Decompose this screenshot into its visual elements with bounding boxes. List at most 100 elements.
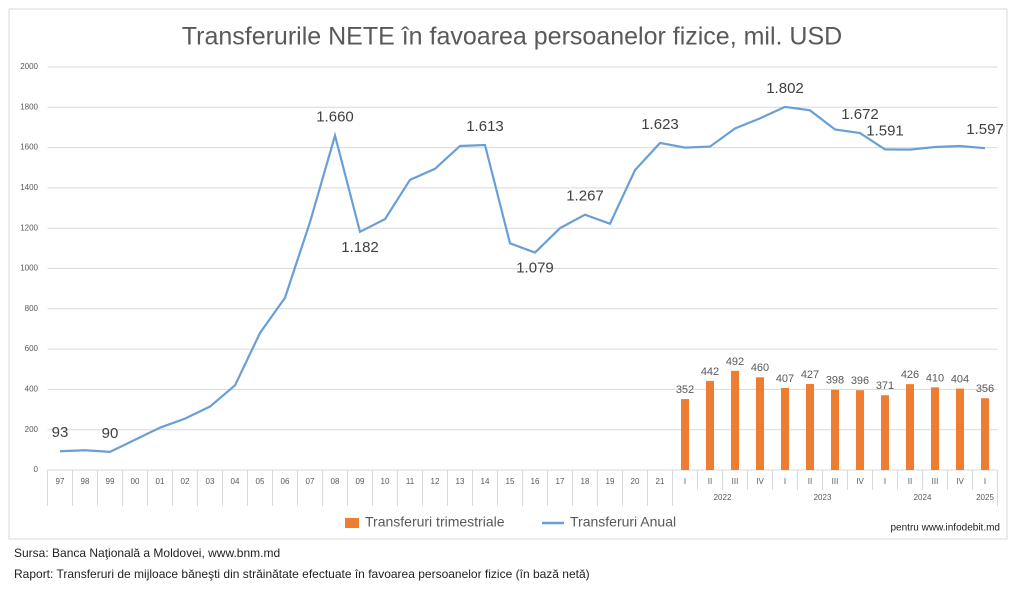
x-tick-label: IV [756, 477, 764, 486]
bar [981, 398, 989, 470]
legend-swatch [345, 518, 359, 528]
line-label: 1.672 [841, 106, 879, 123]
bar-label: 410 [926, 372, 944, 384]
x-tick-label: 07 [306, 477, 315, 486]
y-tick-label: 400 [25, 385, 39, 394]
x-group-label: 2022 [714, 493, 732, 502]
y-tick-label: 1600 [20, 143, 38, 152]
legend-label: Transferuri trimestriale [365, 514, 505, 530]
bar-label: 404 [951, 374, 969, 386]
x-tick-label: 18 [581, 477, 590, 486]
bar [731, 370, 739, 470]
x-tick-label: IV [856, 477, 864, 486]
line-label: 1.591 [866, 122, 904, 139]
line-label: 1.613 [466, 118, 504, 135]
bar-label: 396 [851, 375, 869, 387]
bar [956, 388, 964, 470]
bar [931, 387, 939, 470]
bar [756, 377, 764, 470]
legend-label: Transferuri Anual [570, 514, 676, 530]
footer-source: Sursa: Banca Naţională a Moldovei, www.b… [14, 546, 280, 560]
x-tick-label: 15 [506, 477, 515, 486]
x-tick-label: III [932, 477, 939, 486]
line-label: 93 [52, 424, 69, 441]
bar-label: 427 [801, 369, 819, 381]
bar [806, 383, 814, 470]
chart-title: Transferurile NETE în favoarea persoanel… [182, 23, 842, 51]
line-label: 1.079 [516, 260, 554, 277]
line-label: 1.623 [641, 116, 679, 133]
line-label: 1.660 [316, 108, 354, 125]
credit: pentru www.infodebit.md [890, 523, 1000, 534]
x-group-label: 2025 [976, 493, 994, 502]
bar [781, 387, 789, 470]
bar-label: 442 [701, 366, 719, 378]
x-tick-label: I [984, 477, 986, 486]
bar [856, 390, 864, 470]
x-tick-label: 21 [656, 477, 665, 486]
x-tick-label: 00 [131, 477, 140, 486]
x-tick-label: IV [956, 477, 964, 486]
y-tick-label: 800 [25, 304, 39, 313]
x-tick-label: I [784, 477, 786, 486]
x-tick-label: 06 [281, 477, 290, 486]
y-tick-label: 0 [34, 465, 39, 474]
x-tick-label: 14 [481, 477, 490, 486]
x-tick-label: 10 [381, 477, 390, 486]
x-group-label: 2023 [814, 493, 832, 502]
x-tick-label: II [708, 477, 712, 486]
line-label: 1.267 [566, 188, 604, 205]
bar-label: 398 [826, 375, 844, 387]
bar-label: 492 [726, 356, 744, 368]
y-tick-label: 2000 [20, 62, 38, 71]
x-tick-label: 02 [181, 477, 190, 486]
y-tick-label: 1000 [20, 264, 38, 273]
x-tick-label: 19 [606, 477, 615, 486]
y-tick-label: 200 [25, 425, 39, 434]
x-tick-label: 08 [331, 477, 340, 486]
y-tick-label: 600 [25, 344, 39, 353]
y-tick-label: 1800 [20, 102, 38, 111]
bar [681, 399, 689, 470]
footer-report: Raport: Transferuri de mijloace băneşti … [14, 567, 590, 581]
bar-label: 460 [751, 362, 769, 374]
x-tick-label: 05 [256, 477, 265, 486]
chart-frame [8, 8, 1008, 540]
line-label: 1.597 [966, 121, 1004, 138]
bar [831, 389, 839, 470]
x-tick-label: 03 [206, 477, 215, 486]
x-tick-label: 20 [631, 477, 640, 486]
x-tick-label: 01 [156, 477, 165, 486]
x-tick-label: 99 [106, 477, 115, 486]
x-tick-label: 12 [431, 477, 440, 486]
bar [906, 384, 914, 470]
x-tick-label: 97 [56, 477, 65, 486]
bar [706, 380, 714, 470]
x-tick-label: II [908, 477, 912, 486]
y-tick-label: 1400 [20, 183, 38, 192]
x-tick-label: 11 [406, 477, 415, 486]
x-tick-label: 04 [231, 477, 240, 486]
line-label: 90 [102, 425, 119, 442]
x-tick-label: II [808, 477, 812, 486]
x-tick-label: III [732, 477, 739, 486]
x-tick-label: 13 [456, 477, 465, 486]
bar-label: 356 [976, 383, 994, 395]
line-label: 1.182 [341, 239, 379, 256]
line-label: 1.802 [766, 80, 804, 97]
bar-label: 371 [876, 380, 894, 392]
x-tick-label: 98 [81, 477, 90, 486]
x-tick-label: I [684, 477, 686, 486]
x-tick-label: 16 [531, 477, 540, 486]
x-tick-label: 09 [356, 477, 365, 486]
bar [881, 395, 889, 470]
y-tick-label: 1200 [20, 223, 38, 232]
x-group-label: 2024 [914, 493, 932, 502]
x-tick-label: 17 [556, 477, 565, 486]
bar-label: 426 [901, 369, 919, 381]
bar-label: 407 [776, 373, 794, 385]
line [59, 105, 986, 453]
x-tick-label: III [832, 477, 839, 486]
